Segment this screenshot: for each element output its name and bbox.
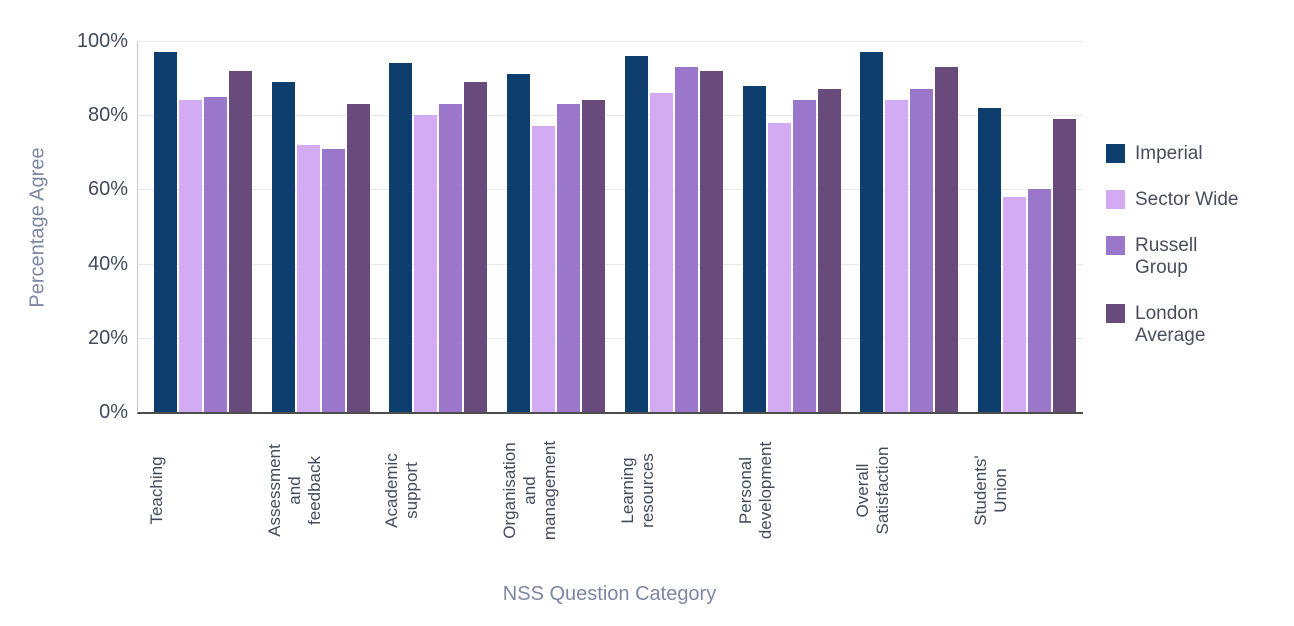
bar-russell-group-students-union <box>1027 189 1051 412</box>
bar-imperial-organisation-and-management <box>507 74 531 412</box>
bar-imperial-students-union <box>977 107 1001 412</box>
legend-swatch-london-average <box>1106 304 1125 323</box>
bar-russell-group-academic-support <box>439 104 463 412</box>
x-label-slot-learning-resources: Learning resources <box>618 418 728 566</box>
bar-sector-wide-students-union <box>1002 196 1026 412</box>
x-label-slot-organisation-and-management: Organisation and management <box>500 418 610 566</box>
x-tick-label-assessment-and-feedback: Assessment and feedback <box>264 444 324 537</box>
x-tick-label-teaching: Teaching <box>147 456 166 525</box>
bar-sector-wide-academic-support <box>414 115 438 412</box>
bar-sector-wide-teaching <box>179 100 202 412</box>
bar-london-average-students-union <box>1052 118 1076 412</box>
legend-label-imperial: Imperial <box>1135 143 1203 164</box>
legend-item-imperial: Imperial <box>1106 143 1290 165</box>
bar-sector-wide-learning-resources <box>649 92 673 412</box>
bar-sector-wide-personal-development <box>767 122 791 412</box>
y-axis-title: Percentage Agree <box>26 147 49 308</box>
bar-london-average-learning-resources <box>699 70 723 412</box>
gridline-100 <box>138 41 1083 42</box>
bar-russell-group-personal-development <box>792 100 816 412</box>
bar-london-average-assessment-and-feedback <box>346 104 370 412</box>
bar-group-learning-resources <box>624 41 723 412</box>
y-tick-20: 20% <box>87 326 128 349</box>
x-label-slot-overall-satisfaction: Overall Satisfaction <box>853 418 963 566</box>
bar-imperial-academic-support <box>389 63 413 412</box>
legend-swatch-russell-group <box>1106 236 1125 255</box>
bar-london-average-teaching <box>229 70 252 412</box>
bar-group-overall-satisfaction <box>860 41 959 412</box>
x-label-slot-teaching: Teaching <box>147 418 257 566</box>
bar-group-students-union <box>977 41 1076 412</box>
legend-item-sector-wide: Sector Wide <box>1106 189 1290 211</box>
legend-label-sector-wide: Sector Wide <box>1135 189 1239 210</box>
y-tick-80: 80% <box>87 104 128 127</box>
x-axis-title: NSS Question Category <box>502 583 717 605</box>
x-label-slot-personal-development: Personal development <box>736 418 846 566</box>
legend-item-london-average: London Average <box>1106 303 1290 347</box>
x-tick-label-organisation-and-management: Organisation and management <box>500 440 560 541</box>
bar-russell-group-assessment-and-feedback <box>321 148 345 412</box>
legend: Imperial Sector Wide Russell Group London A… <box>1106 143 1290 371</box>
bar-imperial-overall-satisfaction <box>860 52 884 412</box>
gridline-60 <box>138 189 1083 191</box>
x-tick-label-learning-resources: Learning resources <box>617 453 657 528</box>
bar-group-personal-development <box>742 41 841 412</box>
bar-group-teaching <box>154 41 252 412</box>
x-label-slot-academic-support: Academic support <box>382 418 492 566</box>
y-tick-0: 0% <box>99 401 128 423</box>
x-label-slot-students-union: Students' Union <box>971 418 1081 566</box>
bar-sector-wide-assessment-and-feedback <box>296 144 320 412</box>
legend-label-london-average: London Average <box>1135 303 1206 346</box>
x-label-slot-assessment-and-feedback: Assessment and feedback <box>265 418 375 566</box>
plot-area <box>137 41 1083 414</box>
legend-swatch-sector-wide <box>1106 190 1125 209</box>
y-tick-40: 40% <box>87 252 128 275</box>
bar-imperial-learning-resources <box>624 55 648 412</box>
bar-imperial-personal-development <box>742 85 766 412</box>
x-tick-label-academic-support: Academic support <box>382 453 422 528</box>
legend-label-russell-group: Russell Group <box>1135 235 1198 278</box>
bar-london-average-overall-satisfaction <box>935 67 959 412</box>
bar-imperial-assessment-and-feedback <box>271 81 295 412</box>
y-tick-100: 100% <box>76 30 128 52</box>
bar-london-average-academic-support <box>464 81 488 412</box>
bar-russell-group-learning-resources <box>674 67 698 412</box>
bar-russell-group-overall-satisfaction <box>910 89 934 412</box>
legend-item-russell-group: Russell Group <box>1106 235 1290 279</box>
gridline-40 <box>138 263 1083 265</box>
y-tick-60: 60% <box>87 178 128 201</box>
bar-group-assessment-and-feedback <box>271 41 370 412</box>
bar-group-academic-support <box>389 41 488 412</box>
legend-swatch-imperial <box>1106 144 1125 163</box>
x-tick-label-overall-satisfaction: Overall Satisfaction <box>853 446 893 535</box>
bar-london-average-personal-development <box>817 89 841 412</box>
x-tick-label-personal-development: Personal development <box>735 441 775 540</box>
bar-london-average-organisation-and-management <box>582 100 606 412</box>
bar-imperial-teaching <box>154 52 177 412</box>
bar-russell-group-teaching <box>204 96 227 412</box>
bar-sector-wide-organisation-and-management <box>532 126 556 412</box>
x-tick-label-students-union: Students' Union <box>970 455 1010 526</box>
bar-russell-group-organisation-and-management <box>557 104 581 412</box>
gridline-80 <box>138 115 1083 117</box>
bar-group-organisation-and-management <box>507 41 606 412</box>
gridline-20 <box>138 337 1083 339</box>
bar-sector-wide-overall-satisfaction <box>885 100 909 412</box>
